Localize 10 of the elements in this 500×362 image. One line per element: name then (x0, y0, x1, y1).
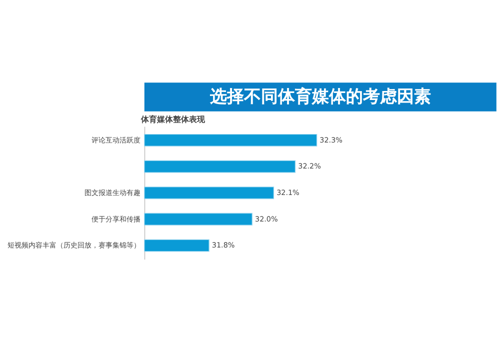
data-label: 32.3% (320, 135, 343, 144)
y-tick-label: 评论互动活跃度 (91, 135, 140, 144)
y-tick-label: 短视频内容丰富（历史回放，赛事集锦等） (7, 240, 140, 250)
y-tick-label: 便于分享和传播 (91, 214, 140, 224)
data-label: 32.2% (298, 162, 322, 171)
chart-title: 选择不同体育媒体的考虑因素 (208, 86, 431, 107)
y-tick-label: 图文报道生动有趣 (84, 188, 140, 198)
data-label: 32.0% (255, 214, 278, 224)
data-label: 32.1% (276, 188, 300, 198)
data-label: 31.8% (212, 240, 235, 250)
